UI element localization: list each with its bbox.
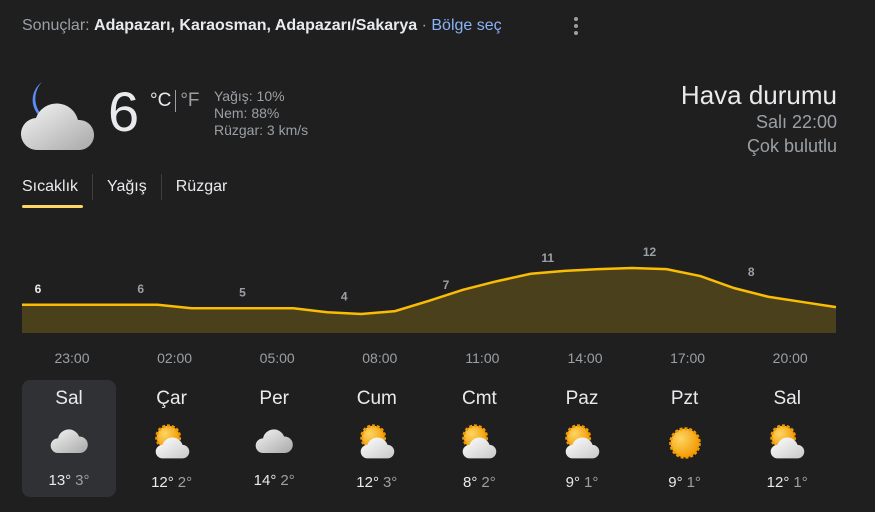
sun-icon xyxy=(662,420,708,466)
temp-label: 8 xyxy=(748,265,755,279)
day-name: Per xyxy=(259,388,289,409)
day-name: Sal xyxy=(55,388,83,409)
time-tick: 17:00 xyxy=(670,350,705,366)
high-temp: 12° xyxy=(356,474,379,491)
temperature-line xyxy=(22,266,837,316)
precipitation: Yağış: 10% xyxy=(214,88,285,104)
celsius-button[interactable]: °C xyxy=(150,90,172,111)
tabs: Sıcaklık Yağış Rüzgar xyxy=(22,174,242,208)
high-temp: 12° xyxy=(766,474,790,491)
fahrenheit-button[interactable]: °F xyxy=(180,90,200,111)
day-3[interactable]: Cum 12° 3° xyxy=(330,380,424,497)
sun-cloud-icon xyxy=(559,420,605,466)
tab-wind[interactable]: Rüzgar xyxy=(160,174,242,200)
humidity: Nem: 88% xyxy=(214,105,280,121)
high-temp: 13° xyxy=(48,472,72,489)
results-line: Sonuçlar: Adapazarı, Karaosman, Adapazar… xyxy=(22,17,502,35)
time-tick: 20:00 xyxy=(773,350,808,366)
time-tick: 05:00 xyxy=(260,350,295,366)
low-temp: 1° xyxy=(686,474,701,491)
day-name: Cum xyxy=(356,388,397,409)
temp-label: 5 xyxy=(239,285,246,299)
temperature-chart: 6 23:00 6 02:00 5 05:00 4 08:00 7 11:00 11 14:00 12 1… xyxy=(22,245,837,366)
time-tick: 23:00 xyxy=(54,350,89,366)
high-temp: 14° xyxy=(253,472,277,489)
cloud-icon xyxy=(47,420,91,464)
temp-label: 4 xyxy=(341,289,348,303)
temp-label: 12 xyxy=(643,245,657,259)
cloud-icon xyxy=(252,420,296,464)
location-name: Adapazarı, Karaosman, Adapazarı/Sakarya xyxy=(94,17,418,34)
choose-region-link[interactable]: Bölge seç xyxy=(431,17,502,34)
day-name: Cmt xyxy=(461,388,497,409)
low-temp: 1° xyxy=(584,474,599,491)
day-2[interactable]: Per 14° 2° xyxy=(227,380,321,497)
day-6[interactable]: Pzt 9° 1° xyxy=(638,380,732,497)
high-temp: 9° xyxy=(565,474,580,491)
low-temp: 2° xyxy=(177,474,193,491)
temp-label: 6 xyxy=(35,282,42,296)
day-7[interactable]: Sal 12° 1° xyxy=(740,380,834,497)
day-name: Pzt xyxy=(670,388,699,409)
condition: Çok bulutlu xyxy=(746,136,837,156)
day-name: Paz xyxy=(565,388,599,409)
low-temp: 3° xyxy=(382,474,398,491)
unit-toggle: °C °F xyxy=(150,90,200,112)
sun-cloud-icon xyxy=(456,420,502,466)
day-name: Çar xyxy=(156,388,187,409)
time-tick: 11:00 xyxy=(465,350,499,366)
day-5[interactable]: Paz 9° 1° xyxy=(535,380,629,497)
sun-cloud-icon xyxy=(354,420,400,466)
weather-details: Yağış: 10% Nem: 88% Rüzgar: 3 km/s xyxy=(214,88,308,139)
low-temp: 2° xyxy=(280,472,295,489)
moon-cloud-icon xyxy=(20,82,95,151)
temperature-area xyxy=(22,268,836,333)
more-options-icon[interactable] xyxy=(568,14,584,38)
results-prefix: Sonuçlar: xyxy=(22,17,95,34)
day-name: Sal xyxy=(773,388,801,409)
sun-cloud-icon xyxy=(149,420,195,466)
day-4[interactable]: Cmt 8° 2° xyxy=(432,380,526,497)
tab-temperature[interactable]: Sıcaklık xyxy=(22,174,92,208)
wind: Rüzgar: 3 km/s xyxy=(214,122,309,138)
current-time: Salı 22:00 xyxy=(755,112,837,132)
day-1[interactable]: Çar 12° 2° xyxy=(125,380,219,497)
temp-label: 11 xyxy=(541,251,554,265)
tab-precipitation[interactable]: Yağış xyxy=(92,174,161,200)
high-temp: 8° xyxy=(463,474,478,491)
weather-title: Hava durumu Salı 22:00 Çok bulutlu xyxy=(681,80,837,158)
low-temp: 1° xyxy=(793,474,808,491)
time-tick: 14:00 xyxy=(567,350,602,366)
time-tick: 08:00 xyxy=(362,350,397,366)
high-temp: 9° xyxy=(668,474,683,491)
temp-label: 7 xyxy=(443,278,450,292)
low-temp: 2° xyxy=(481,474,496,491)
time-tick: 02:00 xyxy=(157,350,192,366)
temp-label: 6 xyxy=(137,282,144,296)
day-0[interactable]: Sal 13° 3° xyxy=(22,380,116,497)
high-temp: 12° xyxy=(151,474,174,491)
heading: Hava durumu xyxy=(680,80,837,110)
separator: · xyxy=(417,17,432,34)
low-temp: 3° xyxy=(75,472,90,489)
current-temperature: 6 xyxy=(108,80,140,143)
sun-cloud-icon xyxy=(764,420,810,466)
